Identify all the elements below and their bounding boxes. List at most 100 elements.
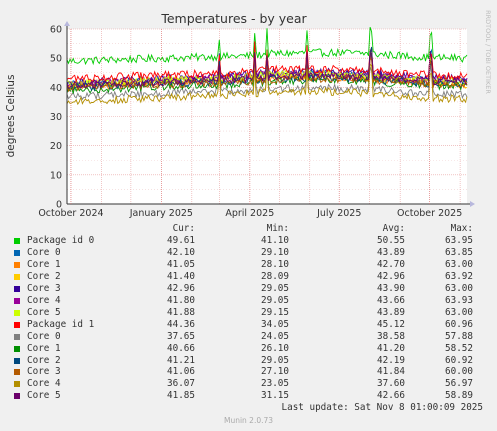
series-line xyxy=(66,51,467,90)
legend-swatch xyxy=(14,333,20,340)
legend-swatch xyxy=(14,297,20,304)
x-tick-label: January 2025 xyxy=(129,208,193,219)
legend-item: Core 3 41.06 27.10 41.84 60.00 xyxy=(0,366,497,378)
legend-swatch xyxy=(14,369,20,376)
legend-cur-value: 41.06 xyxy=(167,366,195,378)
legend-swatch xyxy=(14,238,20,244)
legend-max-value: 63.85 xyxy=(445,246,473,258)
legend-series-name: Core 5 xyxy=(27,306,61,318)
legend-min-value: 31.15 xyxy=(261,390,289,402)
legend-header-cur: Cur: xyxy=(172,223,195,234)
y-tick-label: 20 xyxy=(50,141,62,152)
legend-item: Core 0 42.10 29.10 43.89 63.85 xyxy=(0,247,497,259)
legend-cur-value: 41.05 xyxy=(167,258,195,270)
series-line xyxy=(66,49,468,93)
legend-avg-value: 43.89 xyxy=(377,306,405,318)
series-line xyxy=(66,26,468,66)
legend-series-name: Core 3 xyxy=(27,282,61,294)
legend-cur-value: 42.10 xyxy=(167,246,195,258)
legend-min-value: 28.09 xyxy=(261,270,289,282)
legend-avg-value: 45.12 xyxy=(377,318,405,330)
legend-min-value: 29.05 xyxy=(261,294,289,306)
legend-min-value: 29.05 xyxy=(261,354,289,366)
legend-max-value: 63.00 xyxy=(445,258,473,270)
y-axis-label: degrees Celsius xyxy=(5,75,17,158)
legend-cur-value: 41.85 xyxy=(167,390,195,402)
legend-series-name: Core 4 xyxy=(27,378,61,390)
legend-series-name: Core 0 xyxy=(27,330,61,342)
legend-series-name: Core 1 xyxy=(27,342,61,354)
chart-svg: 0 10 20 30 40 50 60 October 2024 January 2025 Apr… xyxy=(5,10,492,219)
series-line xyxy=(66,62,468,106)
x-axis-arrow xyxy=(470,201,475,207)
rrdtool-watermark: RRDTOOL / TOBI OETIKER xyxy=(484,10,492,94)
legend-item: Core 2 41.40 28.09 42.96 63.92 xyxy=(0,271,497,283)
legend-min-value: 26.10 xyxy=(261,342,289,354)
y-tick-label: 60 xyxy=(50,25,62,36)
legend-series-name: Core 1 xyxy=(27,258,61,270)
legend-item: Package id 1 44.36 34.05 45.12 60.96 xyxy=(0,319,497,331)
y-tick-label: 40 xyxy=(50,83,62,94)
legend-item: Core 1 41.05 28.10 42.70 63.00 xyxy=(0,259,497,271)
legend-max-value: 58.89 xyxy=(445,390,473,402)
y-tick-label: 10 xyxy=(50,170,62,181)
x-tick-label: April 2025 xyxy=(225,208,274,219)
legend-max-value: 63.93 xyxy=(445,294,473,306)
legend-min-value: 23.05 xyxy=(261,378,289,390)
legend-avg-value: 38.58 xyxy=(377,330,405,342)
legend-series-name: Core 3 xyxy=(27,366,61,378)
legend-max-value: 60.92 xyxy=(445,354,473,366)
legend-series-name: Core 2 xyxy=(27,270,61,282)
legend-swatch xyxy=(14,393,20,400)
legend-avg-value: 37.60 xyxy=(377,378,405,390)
legend-min-value: 28.10 xyxy=(261,258,289,270)
legend-item: Core 5 41.88 29.15 43.89 63.00 xyxy=(0,307,497,319)
legend-min-value: 41.10 xyxy=(261,235,289,246)
legend-avg-value: 42.66 xyxy=(377,390,405,402)
axes: 0 10 20 30 40 50 60 October 2024 January 2025 Apr… xyxy=(38,21,475,219)
legend-swatch xyxy=(14,345,20,352)
legend-series-name: Core 0 xyxy=(27,246,61,258)
legend-max-value: 63.92 xyxy=(445,270,473,282)
legend-max-value: 58.52 xyxy=(445,342,473,354)
y-tick-label: 30 xyxy=(50,112,62,123)
legend-cur-value: 36.07 xyxy=(167,378,195,390)
munin-version: Munin 2.0.73 xyxy=(223,416,274,425)
legend-swatch xyxy=(14,357,20,364)
last-update: Last update: Sat Nov 8 01:00:09 2025 xyxy=(281,402,484,413)
legend-swatch xyxy=(14,261,20,268)
legend-swatch xyxy=(14,381,20,388)
legend-series-name: Core 2 xyxy=(27,354,61,366)
legend-header: Cur: Min: Avg: Max: xyxy=(0,223,497,235)
legend-item: Core 2 41.21 29.05 42.19 60.92 xyxy=(0,355,497,367)
y-axis-arrow xyxy=(64,21,70,26)
legend-series-name: Core 5 xyxy=(27,390,61,402)
legend-avg-value: 42.70 xyxy=(377,258,405,270)
legend-min-value: 24.05 xyxy=(261,330,289,342)
legend-max-value: 63.00 xyxy=(445,282,473,294)
legend-cur-value: 49.61 xyxy=(167,235,195,246)
legend-swatch xyxy=(14,285,20,292)
legend-max-value: 57.88 xyxy=(445,330,473,342)
x-tick-label: October 2025 xyxy=(397,208,462,219)
legend-swatch xyxy=(14,309,20,316)
legend-max-value: 63.95 xyxy=(445,235,473,246)
legend-avg-value: 42.96 xyxy=(377,270,405,282)
legend-min-value: 29.15 xyxy=(261,306,289,318)
legend-series-name: Core 4 xyxy=(27,294,61,306)
legend-swatch xyxy=(14,273,20,280)
legend-avg-value: 43.90 xyxy=(377,282,405,294)
legend-header-avg: Avg: xyxy=(382,223,405,234)
legend-item: Package id 0 49.61 41.10 50.55 63.95 xyxy=(0,235,497,247)
legend-item: Core 1 40.66 26.10 41.20 58.52 xyxy=(0,343,497,355)
legend-swatch xyxy=(14,321,20,328)
y-tick-label: 0 xyxy=(56,200,62,211)
legend-header-min: Min: xyxy=(266,223,289,234)
legend-min-value: 29.05 xyxy=(261,282,289,294)
legend-series-name: Package id 1 xyxy=(27,318,95,330)
legend-cur-value: 41.21 xyxy=(167,354,195,366)
legend-max-value: 60.96 xyxy=(445,318,473,330)
legend-max-value: 56.97 xyxy=(445,378,473,390)
legend-cur-value: 41.40 xyxy=(167,270,195,282)
